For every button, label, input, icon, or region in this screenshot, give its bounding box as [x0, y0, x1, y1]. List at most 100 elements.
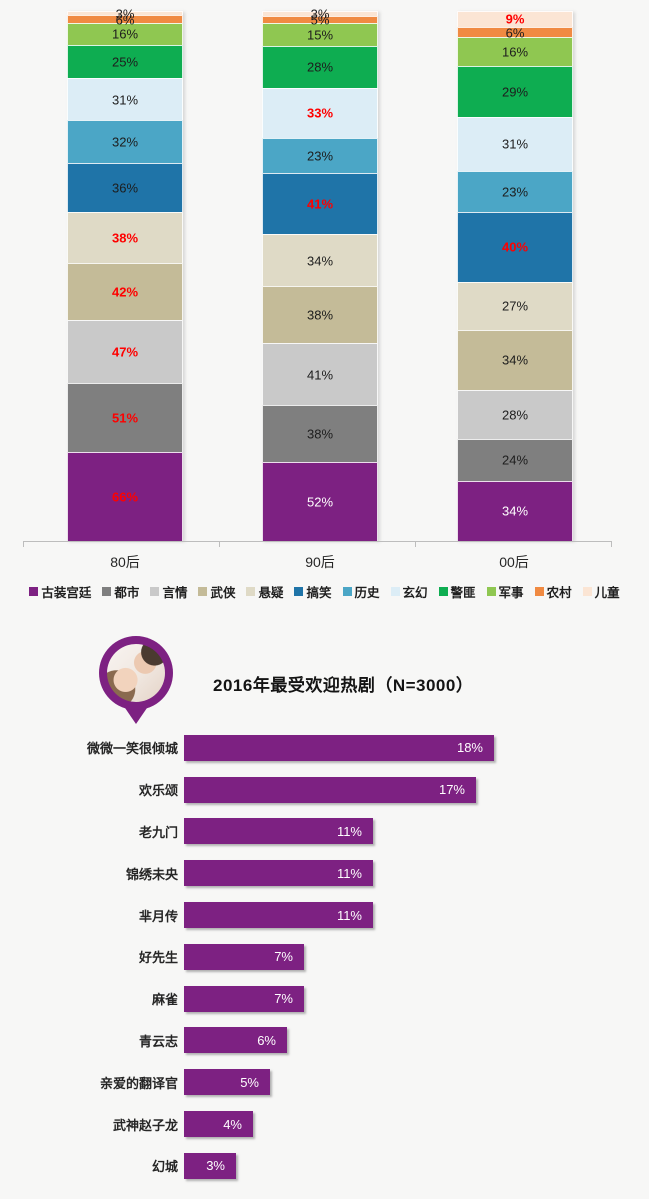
- segment-古装宫廷: 52%: [262, 462, 378, 541]
- segment-value-label: 41%: [306, 196, 334, 212]
- drama-couple-photo: [107, 644, 165, 702]
- segment-value-label: 31%: [501, 136, 529, 152]
- segment-军事: 15%: [262, 23, 378, 46]
- segment-历史: 23%: [262, 137, 378, 173]
- segment-武侠: 38%: [262, 285, 378, 344]
- drama-row-麻雀: 麻雀 7%: [0, 978, 649, 1020]
- segment-value-label: 31%: [111, 92, 139, 108]
- legend-label: 玄幻: [402, 586, 428, 600]
- segment-value-label: 51%: [111, 410, 139, 426]
- genre-legend: 古装宫廷 都市 言情 武侠 悬疑 搞笑 历史 玄幻 警匪 军事 农村 儿童: [0, 582, 649, 601]
- segment-悬疑: 27%: [457, 282, 573, 330]
- drama-value-label: 4%: [223, 1116, 242, 1132]
- badge-pointer-icon: [123, 705, 149, 724]
- segment-悬疑: 34%: [262, 234, 378, 286]
- legend-swatch-icon: [198, 587, 208, 596]
- segment-玄幻: 31%: [457, 116, 573, 172]
- legend-swatch-icon: [582, 587, 592, 596]
- legend-label: 都市: [114, 586, 140, 600]
- segment-value-label: 29%: [501, 84, 529, 100]
- drama-bar: 7%: [184, 985, 304, 1012]
- legend-item-儿童: 儿童: [582, 582, 620, 601]
- drama-value-label: 5%: [240, 1074, 259, 1090]
- segment-言情: 47%: [67, 319, 183, 384]
- drama-value-label: 7%: [274, 991, 293, 1007]
- drama-bar: 6%: [184, 1027, 287, 1054]
- segment-value-label: 66%: [111, 489, 139, 505]
- x-axis-tick: [611, 542, 612, 547]
- legend-label: 军事: [498, 586, 524, 600]
- segment-value-label: 36%: [111, 180, 139, 196]
- x-axis-line: [23, 541, 612, 547]
- segment-儿童: 9%: [457, 11, 573, 27]
- legend-label: 搞笑: [306, 586, 332, 600]
- segment-警匪: 29%: [457, 65, 573, 117]
- stacked-bar-00后: 9% 6% 16% 29% 31% 23% 40% 27% 34% 28% 24% 34%: [457, 11, 573, 541]
- drama-bar: 11%: [184, 818, 373, 845]
- segment-都市: 38%: [262, 405, 378, 463]
- legend-label: 警匪: [450, 586, 476, 600]
- segment-value-label: 16%: [111, 26, 139, 42]
- segment-value-label: 9%: [505, 11, 525, 27]
- drama-row-好先生: 好先生 7%: [0, 936, 649, 978]
- drama-value-label: 18%: [456, 740, 483, 756]
- legend-swatch-icon: [29, 587, 39, 596]
- segment-言情: 28%: [457, 389, 573, 439]
- drama-value-label: 7%: [274, 949, 293, 965]
- legend-swatch-icon: [102, 587, 112, 596]
- legend-swatch-icon: [150, 587, 160, 596]
- legend-swatch-icon: [438, 587, 448, 596]
- segment-value-label: 40%: [501, 239, 529, 255]
- legend-swatch-icon: [342, 587, 352, 596]
- drama-name-label: 老九门: [138, 824, 178, 840]
- legend-label: 悬疑: [258, 586, 284, 600]
- legend-item-农村: 农村: [534, 582, 572, 601]
- drama-bar: 17%: [184, 776, 476, 803]
- drama-row-幻城: 幻城 3%: [0, 1145, 649, 1187]
- segment-value-label: 34%: [501, 352, 529, 368]
- segment-value-label: 27%: [501, 298, 529, 314]
- drama-bars-group: 微微一笑很倾城 18% 欢乐颂 17% 老九门 11% 锦绣未央 11% 芈月传 11% 好先生 7%…: [0, 727, 649, 1187]
- drama-name-label: 麻雀: [151, 992, 178, 1008]
- legend-item-都市: 都市: [102, 582, 139, 601]
- legend-item-警匪: 警匪: [438, 582, 476, 601]
- drama-bar: 18%: [184, 734, 494, 761]
- segment-value-label: 24%: [501, 452, 529, 468]
- segment-value-label: 32%: [111, 134, 139, 150]
- drama-name-label: 锦绣未央: [125, 866, 178, 882]
- drama-bar: 11%: [184, 860, 373, 887]
- segment-value-label: 52%: [306, 494, 334, 510]
- category-label-80s: 80后: [110, 554, 140, 570]
- segment-value-label: 28%: [501, 407, 529, 423]
- badge-ring: [99, 636, 173, 710]
- segment-value-label: 41%: [306, 367, 334, 383]
- segment-武侠: 42%: [67, 263, 183, 320]
- segment-言情: 41%: [262, 343, 378, 406]
- legend-item-悬疑: 悬疑: [246, 582, 283, 601]
- legend-label: 历史: [354, 586, 380, 600]
- x-axis-tick: [219, 542, 220, 547]
- legend-item-古装宫廷: 古装宫廷: [29, 582, 91, 601]
- segment-value-label: 47%: [111, 344, 139, 360]
- legend-item-搞笑: 搞笑: [294, 582, 332, 601]
- segment-玄幻: 31%: [67, 78, 183, 121]
- legend-swatch-icon: [294, 587, 304, 596]
- segment-value-label: 34%: [501, 503, 529, 519]
- legend-item-历史: 历史: [342, 582, 380, 601]
- drama-name-label: 芈月传: [138, 908, 178, 924]
- drama-row-青云志: 青云志 6%: [0, 1020, 649, 1062]
- drama-value-label: 17%: [438, 782, 465, 798]
- drama-row-锦绣未央: 锦绣未央 11%: [0, 852, 649, 894]
- drama-bar: 5%: [184, 1069, 270, 1096]
- category-label-00s: 00后: [499, 554, 529, 570]
- segment-军事: 16%: [67, 23, 183, 45]
- legend-item-言情: 言情: [150, 582, 187, 601]
- segment-古装宫廷: 34%: [457, 481, 573, 541]
- drama-row-微微一笑很倾城: 微微一笑很倾城 18%: [0, 727, 649, 769]
- drama-value-label: 3%: [206, 1158, 225, 1174]
- drama-value-label: 11%: [336, 823, 362, 839]
- drama-row-欢乐颂: 欢乐颂 17%: [0, 769, 649, 811]
- segment-value-label: 33%: [306, 105, 334, 121]
- drama-bar: 3%: [184, 1152, 236, 1179]
- segment-value-label: 38%: [306, 307, 334, 323]
